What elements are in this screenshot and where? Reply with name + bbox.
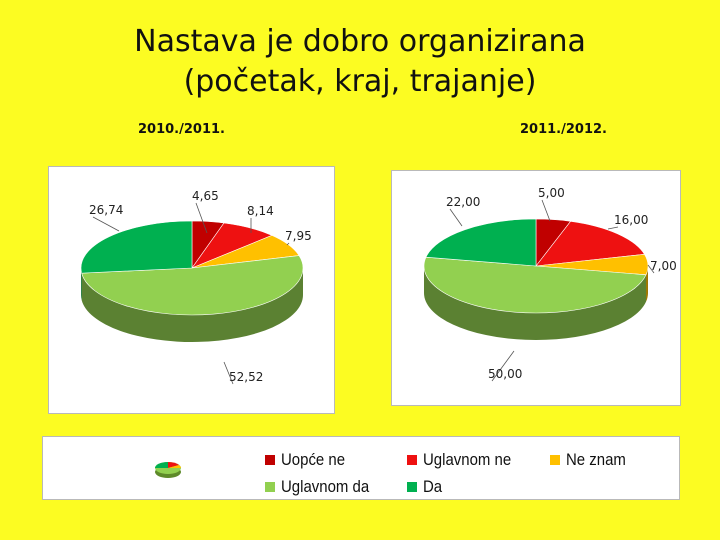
leader-line [92, 216, 120, 232]
pie-legend-icon [155, 462, 181, 478]
legend-swatch [265, 455, 275, 465]
data-label-uglavnom-ne: 16,00 [614, 213, 648, 227]
data-label-uglavnom-ne: 8,14 [247, 204, 274, 218]
leader-line [541, 199, 551, 222]
pie-data-labels: 4,65 8,14 7,95 52,52 26,74 [89, 189, 312, 385]
legend-swatch [265, 482, 275, 492]
pie-chart-panel-2011-2012: 5,00 16,00 7,00 50,00 22,00 [391, 170, 681, 406]
data-label-da: 26,74 [89, 203, 123, 217]
data-label-ne-znam: 7,95 [285, 229, 312, 243]
legend-swatch [407, 482, 417, 492]
chart-legend: Uopće ne Uglavnom ne Ne znam Uglavnom da… [42, 436, 680, 500]
pie-side-uglavnom-da [424, 266, 647, 340]
pie-side-da [81, 268, 82, 301]
legend-label: Uglavnom da [281, 477, 370, 496]
pie-slice-da [80, 220, 193, 274]
legend-swatch [550, 455, 560, 465]
pie-slices [423, 218, 649, 314]
leader-line [607, 226, 619, 230]
legend-item-uglavnom-ne: Uglavnom ne [407, 449, 523, 471]
legend-item-ne-znam: Ne znam [550, 449, 634, 471]
chart-title-2010-2011: 2010./2011. [138, 122, 225, 137]
pie-data-labels: 5,00 16,00 7,00 50,00 22,00 [446, 186, 677, 382]
pie-chart-panel-2010-2011: 4,65 8,14 7,95 52,52 26,74 [48, 166, 335, 414]
leader-line [286, 242, 290, 246]
data-label-uglavnom-da: 52,52 [229, 370, 263, 384]
pie-chart-2010-2011: 4,65 8,14 7,95 52,52 26,74 [80, 189, 312, 385]
pie-slice-da [425, 218, 537, 267]
legend-label: Uopće ne [281, 450, 346, 469]
data-label-uopce-ne: 5,00 [538, 186, 565, 200]
pie-slice-uglavnom-ne [535, 220, 645, 267]
pie-slice-uglavnom-da [81, 255, 304, 316]
pie-side-ne-znam [646, 266, 648, 302]
pie-side-uglavnom-da [81, 268, 303, 343]
data-label-uglavnom-da: 50,00 [488, 367, 522, 381]
data-label-ne-znam: 7,00 [650, 259, 677, 273]
leader-line [647, 264, 655, 274]
slide-title-line-2: (početak, kraj, trajanje) [183, 64, 537, 99]
slide-title-line-1: Nastava je dobro organizirana [134, 24, 586, 59]
pie-side-walls [81, 268, 303, 343]
pie-chart-2011-2012: 5,00 16,00 7,00 50,00 22,00 [423, 186, 677, 382]
legend-swatch [407, 455, 417, 465]
legend-item-uglavnom-da: Uglavnom da [265, 476, 381, 498]
legend-item-uopce-ne: Uopće ne [265, 449, 354, 471]
chart-title-2011-2012: 2011./2012. [520, 122, 607, 137]
legend-label: Uglavnom ne [423, 450, 512, 469]
legend-label: Ne znam [566, 450, 626, 469]
leader-line [223, 361, 234, 385]
leader-line [449, 208, 463, 227]
data-label-uopce-ne: 4,65 [192, 189, 219, 203]
legend-label: Da [423, 477, 443, 496]
pie-side-walls [424, 266, 648, 340]
leader-line [195, 202, 208, 234]
slide-title: Nastava je dobro organizirana (početak, … [60, 22, 660, 102]
legend-item-da: Da [407, 476, 445, 498]
pie-slice-uglavnom-da [423, 256, 647, 314]
pie-slices [80, 220, 304, 316]
leader-line [491, 350, 515, 382]
data-label-da: 22,00 [446, 195, 480, 209]
